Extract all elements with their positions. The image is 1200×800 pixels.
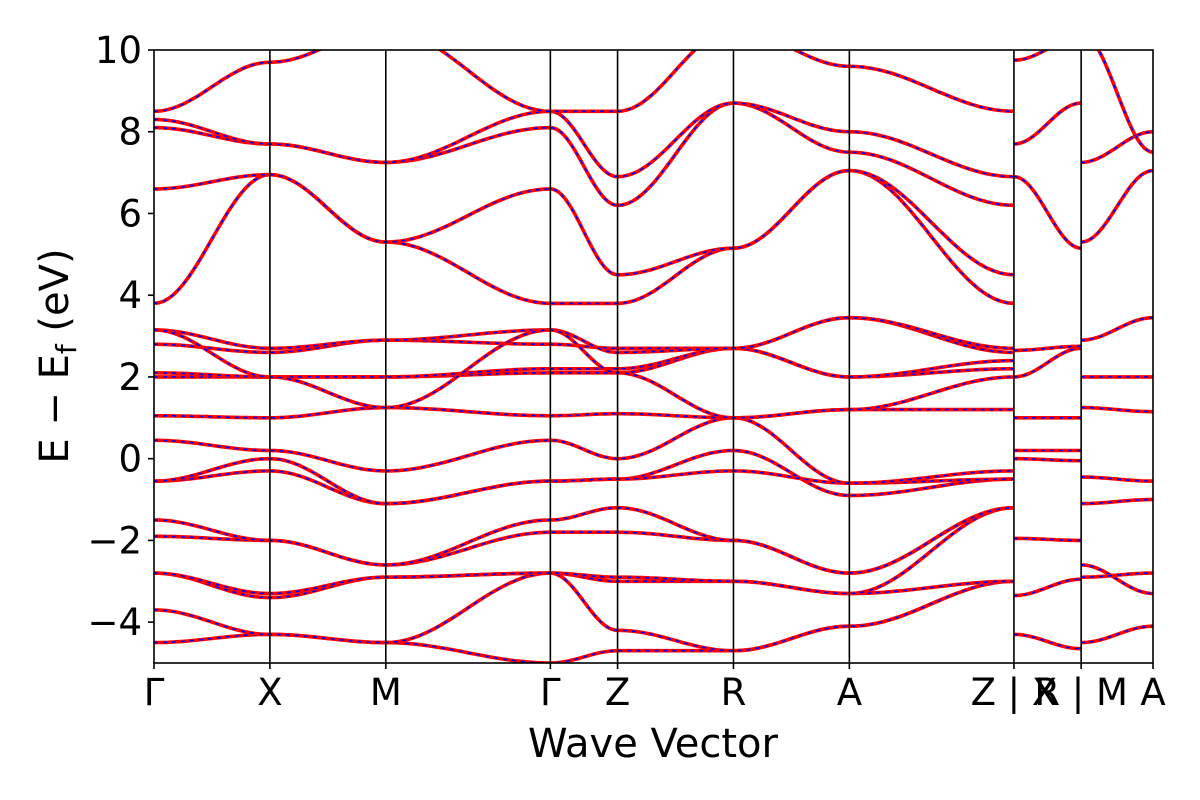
band-27	[1013, 344, 1082, 353]
band-8	[154, 416, 1014, 485]
kpoint-lines-layer	[269, 50, 1082, 663]
x-tick-label-3: Γ	[540, 671, 561, 714]
band-2-dash	[154, 572, 1014, 599]
y-tick-label-3: 2	[118, 356, 142, 399]
y-tick-label-0: −4	[87, 601, 142, 644]
band-41-dash	[1097, 50, 1153, 153]
band-29-dash	[1013, 102, 1082, 145]
band-28-dash	[1013, 175, 1082, 249]
band-20	[1013, 632, 1082, 651]
band-35	[1081, 475, 1153, 483]
band-33	[1081, 571, 1153, 579]
x-tick-label-7: Z | X	[971, 671, 1058, 714]
x-tick-label-5: R	[721, 671, 747, 714]
band-3-dash	[154, 506, 1014, 595]
band-29	[1013, 101, 1082, 146]
band-28	[1013, 174, 1082, 250]
band-41	[1096, 50, 1153, 154]
y-tick-label-5: 6	[118, 192, 142, 235]
band-6-dash	[154, 449, 1014, 505]
band-20-dash	[1013, 633, 1082, 650]
band-1-dash	[154, 572, 1014, 652]
band-11-dash	[154, 347, 1014, 378]
x-tick-label-4: Z	[605, 671, 630, 714]
band-7	[154, 456, 1014, 506]
x-tick-label-2: M	[370, 671, 402, 714]
band-12-dash	[154, 316, 1014, 354]
x-axis-label: Wave Vector	[528, 721, 779, 767]
y-tick-label-6: 8	[118, 111, 142, 154]
band-36-dash	[1081, 406, 1153, 413]
band-38-dash	[1081, 316, 1153, 341]
x-tick-label-6: A	[837, 671, 862, 714]
x-tick-label-0: Γ	[144, 671, 165, 714]
band-38	[1081, 315, 1153, 342]
band-5-dash	[154, 506, 1014, 574]
band-21-dash	[1013, 578, 1082, 597]
band-36	[1081, 405, 1153, 414]
band-35-dash	[1081, 476, 1153, 482]
y-tick-label-4: 4	[118, 274, 142, 317]
y-tick-label-1: −2	[87, 519, 142, 562]
band-23	[1013, 456, 1082, 463]
band-7-dash	[154, 457, 1014, 505]
band-19	[154, 328, 1014, 420]
band-13-dash	[154, 316, 1014, 354]
band-32	[1081, 563, 1153, 596]
band-3	[154, 505, 1015, 596]
band-15	[154, 168, 1015, 277]
band-26	[1013, 346, 1082, 379]
band-31-dash	[1081, 625, 1153, 644]
band-15-dash	[154, 169, 1014, 276]
band-18	[154, 50, 1014, 114]
y-tick-label-2: 0	[118, 438, 142, 481]
band-33-dash	[1081, 572, 1153, 578]
band-11	[154, 346, 1014, 379]
band-8-dash	[154, 416, 1014, 485]
band-21	[1013, 577, 1082, 598]
x-tick-label-1: X	[257, 671, 282, 714]
band-40	[1081, 129, 1153, 165]
x-tick-label-9: A	[1140, 671, 1165, 714]
band-34	[1081, 497, 1153, 506]
band-26-dash	[1013, 347, 1082, 378]
band-30-dash	[1013, 50, 1048, 61]
band-22	[1013, 536, 1082, 543]
y-axis-label-subscript: f	[50, 343, 83, 354]
y-axis-label-main: E − E	[32, 354, 78, 464]
y-axis-label: E − Ef (eV)	[32, 248, 83, 463]
y-axis-label-unit: (eV)	[32, 248, 78, 344]
band-27-dash	[1013, 345, 1082, 352]
band-18-dash	[154, 50, 1014, 113]
band-22-dash	[1013, 537, 1082, 542]
band-19-dash	[154, 329, 1014, 419]
band-17-dash	[154, 102, 1014, 178]
band-17	[154, 101, 1014, 179]
band-40-dash	[1081, 130, 1153, 164]
band-23-dash	[1013, 457, 1082, 462]
bands-layer	[154, 50, 1153, 663]
band-32-dash	[1081, 564, 1153, 595]
band-30	[1013, 50, 1050, 62]
plot-frame	[153, 49, 1154, 664]
x-tick-label-8: R | M	[1034, 671, 1128, 714]
band-39-dash	[1081, 169, 1153, 243]
x-axis-ticks: Γ X M Γ Z R A Z | XR | M A	[144, 663, 1166, 714]
band-39	[1080, 168, 1153, 244]
y-axis-ticks: −4 −2 0 2 4 6 8 10	[87, 29, 154, 644]
band-31	[1081, 624, 1153, 645]
band-1	[154, 571, 1014, 653]
band-34-dash	[1081, 498, 1153, 505]
band-13	[154, 315, 1014, 355]
band-5	[154, 505, 1014, 575]
y-tick-label-7: 10	[95, 29, 142, 72]
